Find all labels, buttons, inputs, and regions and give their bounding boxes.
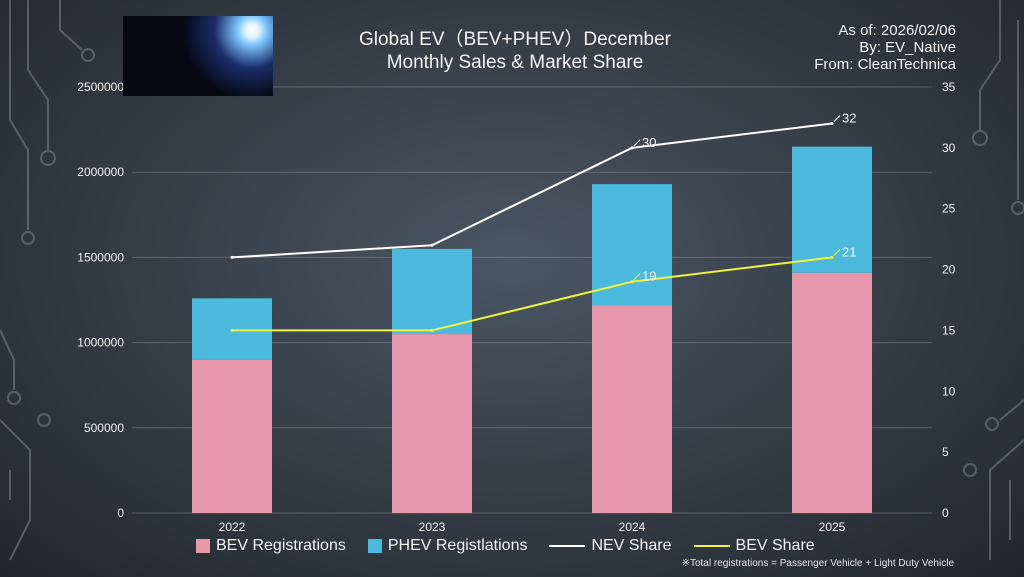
bar-bev-registrations [592, 305, 672, 513]
point-bev-share [630, 280, 634, 284]
bar-phev-registlations [792, 146, 872, 273]
legend-swatch-bev-registrations [196, 539, 210, 553]
data-label-bev-share: 21 [842, 244, 856, 259]
author: By: EV_Native [859, 39, 956, 56]
y-right-tick-label: 5 [942, 445, 949, 459]
legend-swatch-phev-registrations [367, 539, 382, 553]
y-right-tick-label: 25 [942, 202, 956, 216]
bar-series [192, 146, 872, 513]
data-label-nev-share: 30 [642, 135, 656, 150]
legend-label-phev-registrations: PHEV Registlations [387, 537, 528, 554]
y-right-tick-label: 35 [942, 80, 956, 94]
axes: 0 500000 1000000 1500000 2000000 2500000 0 5 10 1… [77, 80, 955, 534]
y-left-tick-label: 500000 [84, 421, 124, 435]
y-left-tick-label: 1000000 [77, 336, 124, 350]
y-right-tick-label: 30 [942, 141, 956, 155]
x-tick-label: 2023 [419, 520, 446, 534]
legend: BEV Registrations PHEV Registlations NEV… [196, 537, 815, 555]
point-bev-share [830, 255, 834, 259]
data-label-leader [833, 115, 841, 122]
circuit-decoration-left [0, 0, 95, 561]
meta-info: As of: 2026/02/06 By: EV_Native From: Cl… [814, 22, 956, 73]
y-right-tick-label: 10 [942, 384, 956, 398]
circuit-decoration-right [963, 0, 1024, 560]
data-label-bev-share: 19 [642, 269, 656, 284]
point-nev-share [630, 146, 634, 150]
legend-swatch-bev-share [693, 545, 730, 547]
line-series: 30 32 19 21 [230, 111, 856, 332]
legend-item-bev-registrations: BEV Registrations [196, 537, 346, 555]
source: From: CleanTechnica [814, 56, 956, 73]
point-nev-share [230, 255, 234, 259]
y-left-tick-label: 1500000 [77, 250, 124, 264]
y-left-tick-label: 2500000 [77, 80, 124, 94]
legend-item-phev-registrations: PHEV Registlations [367, 537, 528, 555]
legend-item-bev-share: BEV Share [693, 537, 815, 555]
bar-phev-registlations [592, 184, 672, 306]
bar-bev-registrations [392, 334, 472, 513]
x-tick-label: 2022 [219, 520, 246, 534]
point-nev-share [830, 122, 834, 126]
data-label-leader [833, 249, 841, 256]
bar-phev-registlations [392, 248, 472, 335]
y-right-tick-label: 15 [942, 323, 956, 337]
legend-label-bev-share: BEV Share [735, 537, 815, 554]
point-bev-share [230, 328, 234, 332]
footnote: ※Total registrations = Passenger Vehicle… [681, 558, 954, 569]
earth-image [123, 16, 273, 96]
chart-title-line1: Global EV（BEV+PHEV）December [358, 29, 672, 50]
as-of-date: As of: 2026/02/06 [838, 22, 956, 39]
y-left-tick-label: 2000000 [77, 165, 124, 179]
y-left-tick-label: 0 [117, 506, 124, 520]
point-bev-share [430, 328, 434, 332]
y-right-tick-label: 20 [942, 263, 956, 277]
chart-title-line2: Monthly Sales & Market Share [386, 52, 644, 73]
legend-label-bev-registrations: BEV Registrations [216, 537, 346, 554]
bar-bev-registrations [792, 272, 872, 513]
point-nev-share [430, 243, 434, 247]
y-right-tick-label: 0 [942, 506, 949, 520]
bar-bev-registrations [192, 359, 272, 513]
x-tick-label: 2025 [819, 520, 846, 534]
data-label-leader [633, 139, 641, 147]
chart-title: Global EV（BEV+PHEV）December Monthly Sale… [330, 28, 700, 74]
line-nev-share [231, 122, 833, 259]
line-bev-share [232, 256, 833, 332]
legend-label-nev-share: NEV Share [591, 537, 672, 554]
data-label-nev-share: 32 [842, 111, 856, 126]
x-tick-label: 2024 [619, 520, 646, 534]
data-label-leader [633, 273, 641, 281]
legend-item-nev-share: NEV Share [549, 537, 672, 555]
legend-swatch-nev-share [549, 545, 586, 547]
